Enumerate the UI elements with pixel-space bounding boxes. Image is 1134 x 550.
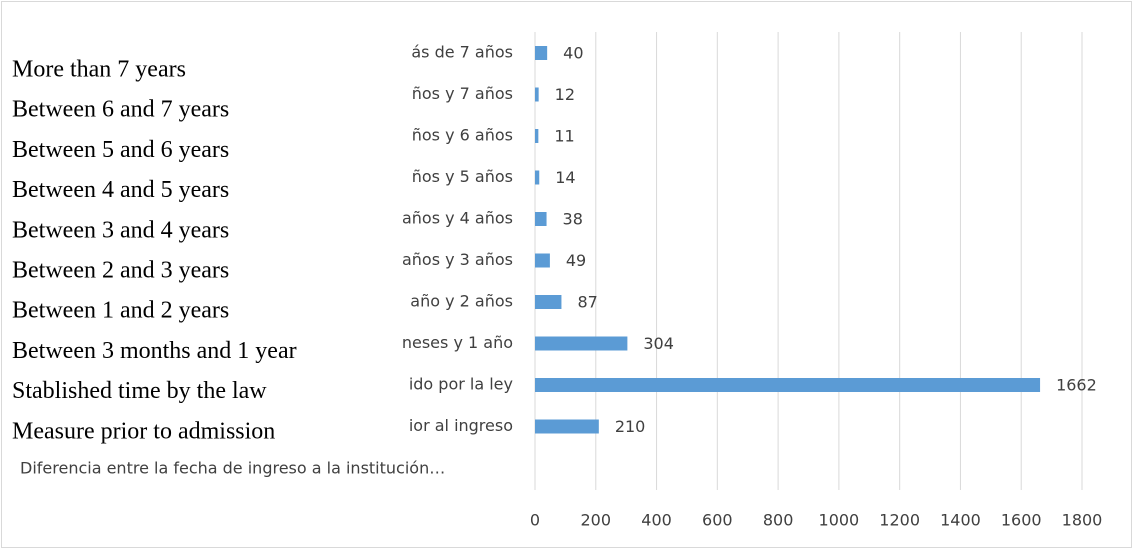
overlay-label: Between 6 and 7 years bbox=[12, 97, 229, 123]
y-tick-label: ás de 7 años bbox=[411, 43, 513, 62]
x-tick-label: 1400 bbox=[940, 511, 981, 530]
bar bbox=[535, 46, 548, 60]
y-tick-label: ños y 5 años bbox=[412, 167, 513, 186]
value-label: 14 bbox=[555, 168, 575, 187]
x-tick-label: 400 bbox=[641, 511, 672, 530]
y-tick-label: años y 3 años bbox=[402, 250, 513, 269]
overlay-label: Between 1 and 2 years bbox=[12, 298, 229, 324]
x-tick-label: 1200 bbox=[879, 511, 920, 530]
overlay-label: Between 2 and 3 years bbox=[12, 258, 229, 284]
bar bbox=[535, 87, 539, 102]
y-tick-label: año y 2 años bbox=[410, 292, 513, 311]
value-label: 11 bbox=[554, 127, 574, 146]
y-tick-label: neses y 1 año bbox=[402, 333, 513, 352]
overlay-label: Between 3 and 4 years bbox=[12, 217, 229, 243]
value-label: 40 bbox=[563, 44, 583, 63]
x-tick-label: 1600 bbox=[1001, 511, 1042, 530]
bar bbox=[535, 295, 562, 309]
overlay-label: Stablished time by the law bbox=[12, 378, 267, 404]
axis-title: Diferencia entre la fecha de ingreso a l… bbox=[20, 459, 445, 478]
bar bbox=[535, 170, 540, 185]
x-tick-label: 200 bbox=[581, 511, 612, 530]
value-label: 1662 bbox=[1056, 376, 1097, 395]
x-tick-label: 600 bbox=[702, 511, 733, 530]
y-tick-label: ños y 6 años bbox=[412, 126, 513, 145]
overlay-label: Between 5 and 6 years bbox=[12, 137, 229, 163]
value-label: 210 bbox=[615, 417, 646, 436]
value-label: 38 bbox=[563, 210, 583, 229]
y-tick-label: ños y 7 años bbox=[412, 84, 513, 103]
y-tick-label: ido por la ley bbox=[409, 375, 513, 394]
x-tick-label: 800 bbox=[763, 511, 794, 530]
y-tick-label: ior al ingreso bbox=[409, 416, 513, 435]
bar bbox=[535, 212, 547, 226]
bar bbox=[535, 336, 628, 351]
bar bbox=[535, 378, 1041, 392]
x-tick-label: 1000 bbox=[819, 511, 860, 530]
overlay-label: Between 4 and 5 years bbox=[12, 177, 229, 203]
value-label: 87 bbox=[577, 293, 597, 312]
overlay-label: Between 3 months and 1 year bbox=[12, 338, 297, 364]
bar bbox=[535, 253, 550, 268]
bar bbox=[535, 129, 539, 143]
y-tick-label: años y 4 años bbox=[402, 209, 513, 228]
x-tick-label: 0 bbox=[530, 511, 540, 530]
bar bbox=[535, 419, 599, 434]
value-label: 49 bbox=[566, 251, 586, 270]
value-label: 304 bbox=[643, 334, 674, 353]
x-tick-label: 1800 bbox=[1062, 511, 1103, 530]
overlay-label: Measure prior to admission bbox=[12, 418, 275, 444]
overlay-label: More than 7 years bbox=[12, 57, 186, 83]
value-label: 12 bbox=[555, 85, 575, 104]
